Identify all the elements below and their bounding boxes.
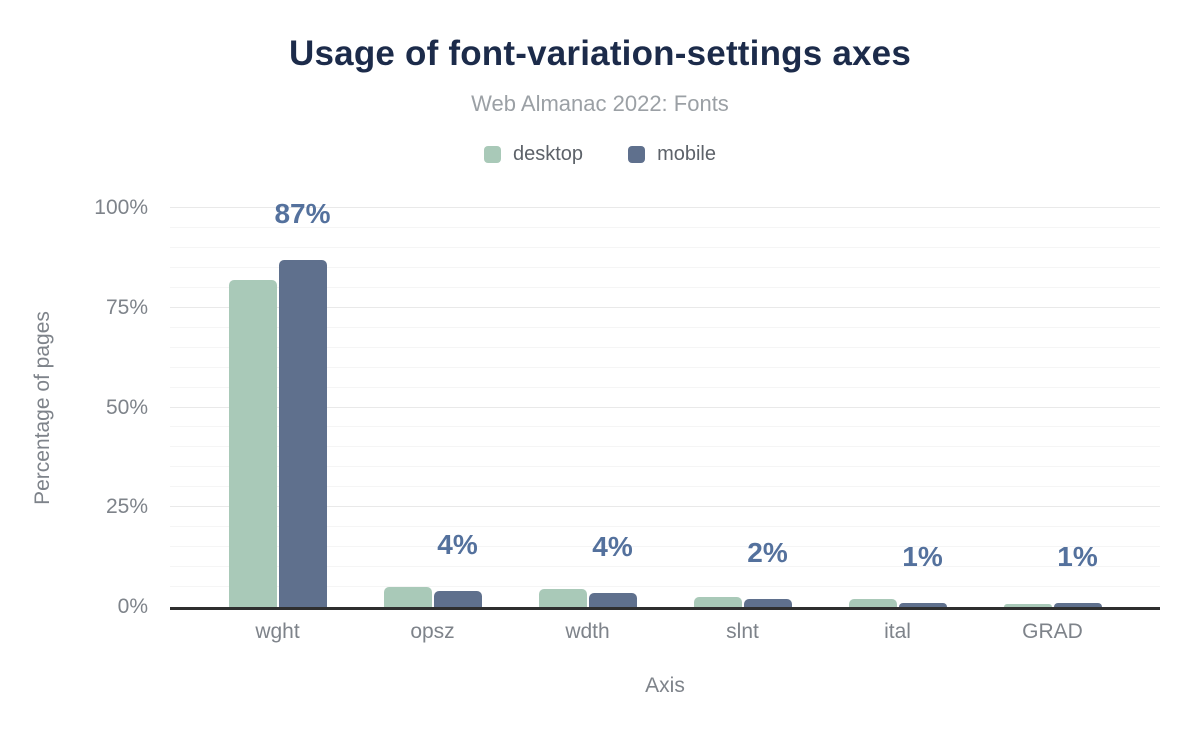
- bar-pair: [538, 588, 637, 607]
- minor-gridline: [170, 286, 1160, 288]
- bar-pair: [383, 587, 482, 607]
- legend-swatch-desktop: [484, 146, 501, 163]
- minor-gridline: [170, 526, 1160, 528]
- columns: 87% wght 4% opsz 4% wdth 2% slnt 1% ital 1% GRAD: [200, 199, 1130, 643]
- value-annotation: 1%: [902, 540, 943, 572]
- legend: desktop mobile: [0, 143, 1200, 166]
- x-tick-label-ital: ital: [884, 620, 911, 643]
- y-tick-label: 100%: [94, 196, 148, 219]
- category-group-slnt: 2% slnt: [665, 208, 820, 643]
- minor-gridline: [170, 426, 1160, 428]
- minor-gridline: [170, 246, 1160, 248]
- value-annotation: 1%: [1057, 541, 1098, 573]
- major-gridline: [170, 406, 1160, 408]
- value-annotation: 4%: [592, 531, 633, 563]
- category-group-wdth: 4% wdth: [510, 208, 665, 643]
- minor-gridline: [170, 446, 1160, 448]
- y-axis-title: Percentage of pages: [31, 311, 54, 505]
- minor-gridline: [170, 586, 1160, 588]
- category-group-opsz: 4% opsz: [355, 208, 510, 643]
- x-tick-label-opsz: opsz: [410, 620, 455, 643]
- category-group-wght: 87% wght: [200, 199, 355, 643]
- minor-gridline: [170, 326, 1160, 328]
- category-group-ital: 1% ital: [820, 208, 975, 643]
- bar-pair: [848, 598, 947, 607]
- bar-desktop-ital: [848, 598, 897, 607]
- y-tick-label: 0%: [117, 595, 148, 618]
- bar-desktop-opsz: [383, 587, 432, 607]
- bar-mobile-ital: [898, 602, 947, 607]
- bar-desktop-wdth: [538, 588, 587, 607]
- x-tick-label-slnt: slnt: [726, 620, 759, 643]
- bar-desktop-wght: [228, 279, 277, 607]
- legend-label-desktop: desktop: [513, 143, 584, 165]
- minor-gridline: [170, 546, 1160, 548]
- bar-pair: [693, 597, 792, 607]
- chart-subtitle: Web Almanac 2022: Fonts: [471, 91, 729, 116]
- x-tick-label-wdth: wdth: [565, 620, 610, 643]
- chart-title: Usage of font-variation-settings axes: [289, 34, 911, 73]
- x-axis-title: Axis: [645, 674, 685, 697]
- legend-item-desktop: desktop: [484, 143, 583, 166]
- bar-mobile-slnt: [743, 599, 792, 607]
- minor-gridline: [170, 486, 1160, 488]
- value-annotation: 87%: [274, 197, 331, 229]
- legend-label-mobile: mobile: [657, 143, 716, 165]
- bar-pair: [228, 259, 327, 607]
- minor-gridline: [170, 266, 1160, 268]
- minor-gridline: [170, 466, 1160, 468]
- minor-gridline: [170, 566, 1160, 568]
- bar-mobile-wdth: [588, 593, 637, 607]
- bar-mobile-GRAD: [1053, 603, 1102, 607]
- x-tick-label-wght: wght: [255, 620, 300, 643]
- minor-gridline: [170, 366, 1160, 368]
- value-annotation: 2%: [747, 537, 788, 569]
- y-tick-label: 75%: [105, 295, 148, 319]
- bar-pair: [1003, 603, 1102, 607]
- plot-area: 0% 25% 50% 75% 100% 87% wght 4% opsz 4% wdth 2% sln…: [94, 196, 1160, 643]
- y-tick-label: 50%: [105, 395, 148, 419]
- category-group-GRAD: 1% GRAD: [975, 208, 1130, 643]
- minor-gridline: [170, 346, 1160, 348]
- bar-desktop-GRAD: [1003, 604, 1052, 607]
- legend-swatch-mobile: [628, 146, 646, 163]
- bar-mobile-opsz: [433, 591, 482, 607]
- bar-mobile-wght: [278, 259, 327, 607]
- major-gridline: [170, 207, 1160, 208]
- value-annotation: 4%: [437, 529, 478, 561]
- x-axis-line: [170, 607, 1160, 610]
- major-gridline: [170, 506, 1160, 508]
- minor-gridline: [170, 226, 1160, 228]
- y-tick-label: 25%: [105, 495, 148, 519]
- bar-desktop-slnt: [693, 597, 742, 607]
- legend-item-mobile: mobile: [628, 143, 716, 166]
- x-tick-label-GRAD: GRAD: [1022, 620, 1083, 643]
- minor-gridline: [170, 386, 1160, 388]
- major-gridline: [170, 306, 1160, 308]
